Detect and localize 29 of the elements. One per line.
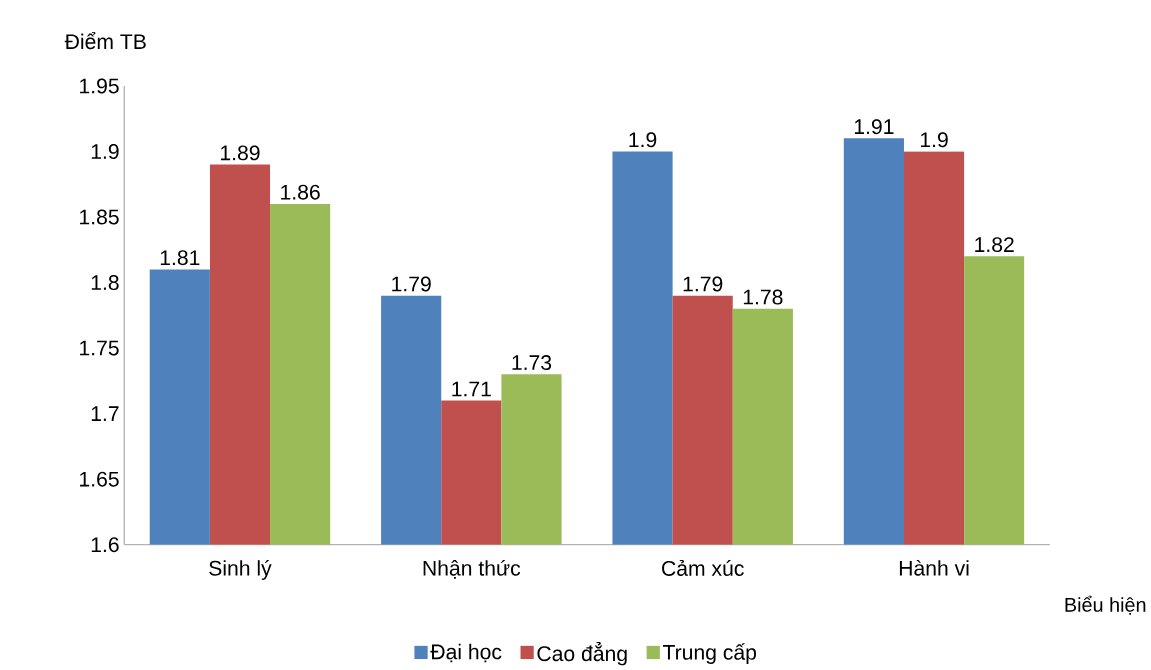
- y-axis-title: Điểm TB: [64, 31, 146, 50]
- y-tick-label: 1.85: [80, 209, 119, 225]
- y-tick-label: 1.65: [80, 471, 119, 487]
- data-label: 1.71: [452, 381, 491, 397]
- y-tick-label: 1.95: [80, 78, 119, 94]
- legend-label: Cao đẳng: [537, 641, 627, 666]
- y-tick-label: 1.6: [91, 537, 119, 553]
- y-tick-label: 1.9: [91, 143, 119, 159]
- y-tick-label: 1.7: [91, 406, 119, 421]
- data-label: 1.78: [743, 289, 783, 305]
- y-tick-label: 1.8: [91, 274, 119, 290]
- y-tick-label: 1.75: [80, 340, 119, 356]
- data-label: 1.81: [160, 250, 200, 266]
- x-axis-title: Biểu hiện: [1065, 595, 1146, 615]
- x-tick-label: Sinh lý: [209, 559, 272, 580]
- legend-label: Đại học: [430, 643, 502, 663]
- data-label: 1.73: [512, 354, 552, 370]
- data-label: 1.82: [975, 236, 1014, 252]
- data-label: 1.9: [920, 132, 948, 148]
- data-label: 1.79: [392, 276, 431, 292]
- x-tick-label: Hành vi: [899, 559, 969, 576]
- data-label: 1.86: [281, 184, 320, 200]
- legend-label: Trung cấp: [662, 643, 757, 664]
- data-label: 1.89: [221, 145, 260, 161]
- x-tick-label: Cảm xúc: [662, 559, 744, 576]
- data-label: 1.79: [683, 276, 723, 292]
- x-tick-label: Nhận thức: [423, 559, 521, 579]
- data-label: 1.9: [629, 132, 657, 148]
- data-label: 1.91: [854, 119, 894, 134]
